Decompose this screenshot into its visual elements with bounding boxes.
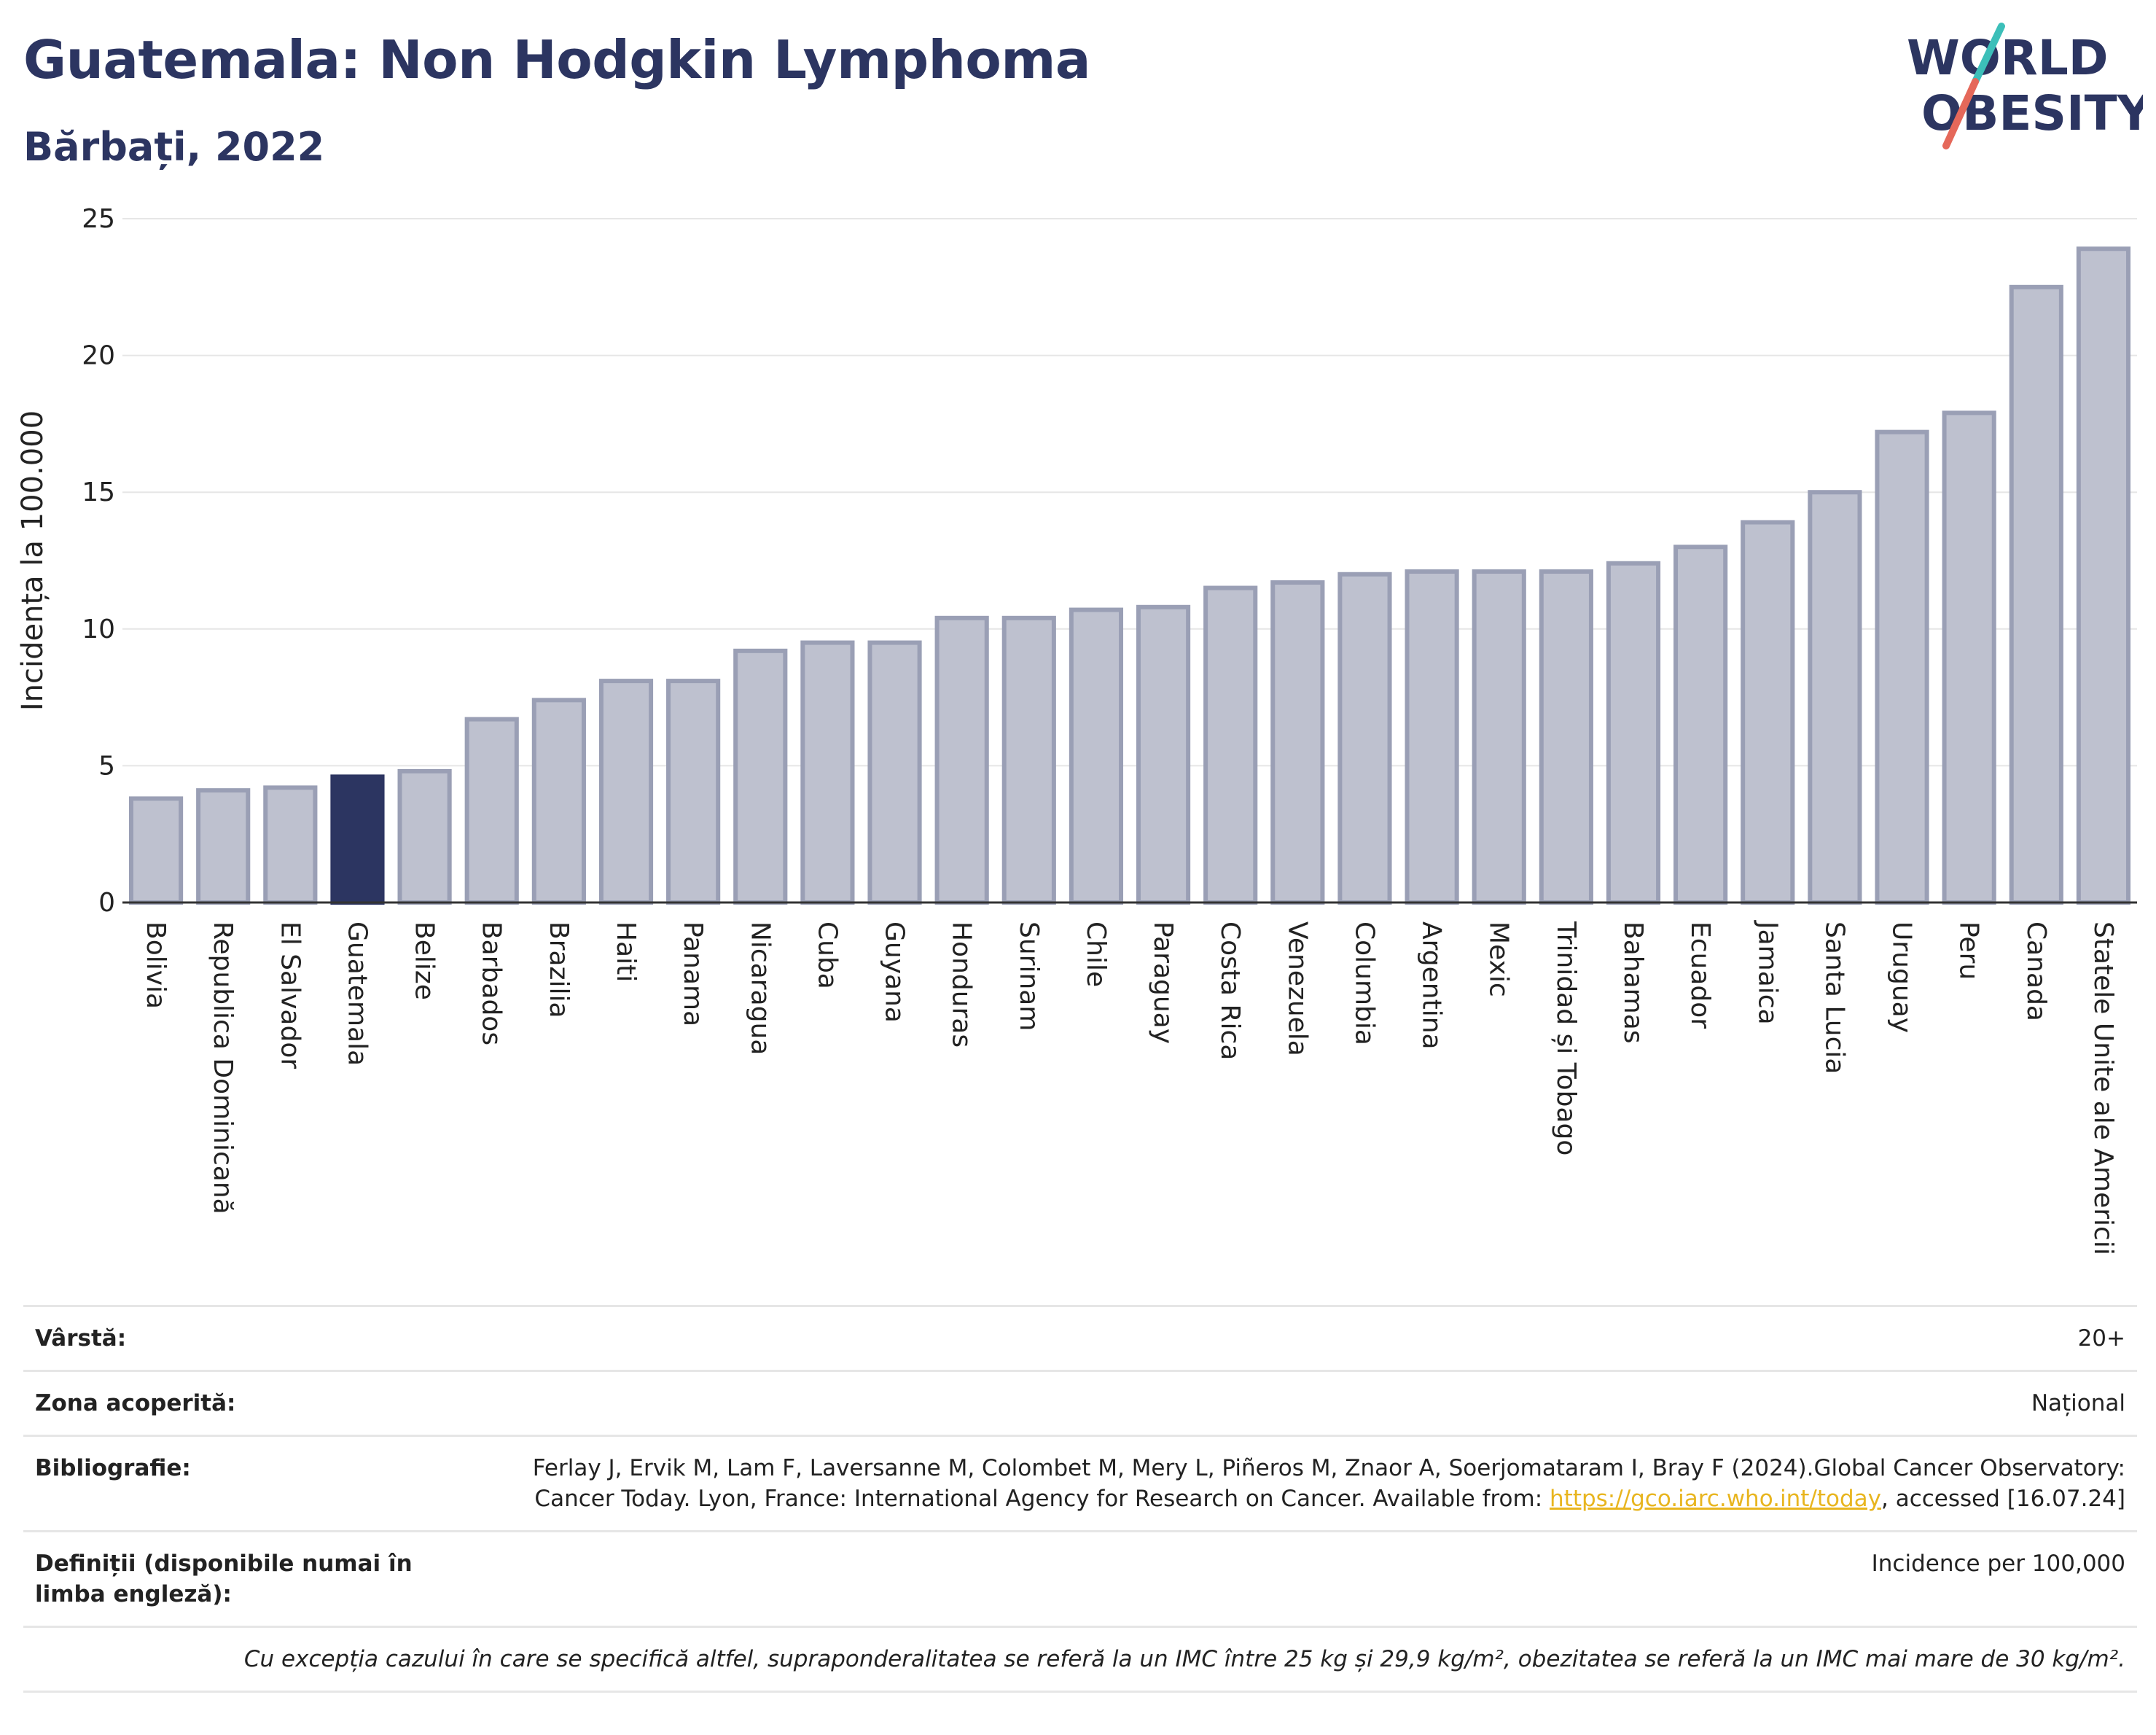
x-tick-label: Cuba xyxy=(812,921,842,989)
bar-bahamas xyxy=(1606,561,1661,905)
bar-bolivia xyxy=(128,796,184,905)
chart-title: Guatemala: Non Hodgkin Lymphoma xyxy=(23,29,1090,90)
x-tick-label: El Salvador xyxy=(275,921,305,1069)
x-tick-label: Ecuador xyxy=(1685,921,1715,1029)
bibliography-row: Bibliografie: Ferlay J, Ervik M, Lam F, … xyxy=(23,1435,2137,1530)
x-tick-label: Panama xyxy=(678,921,708,1026)
definitions-value: Incidence per 100,000 xyxy=(1871,1551,2125,1577)
bar-paraguay xyxy=(1136,604,1191,905)
bar-argentina xyxy=(1405,569,1459,905)
bar-belize xyxy=(397,768,452,905)
x-tick-label: Belize xyxy=(410,921,440,1000)
x-tick-label: Surinam xyxy=(1014,921,1044,1031)
bar-uruguay xyxy=(1875,429,1929,905)
y-tick-label: 10 xyxy=(82,615,115,644)
info-table: Vârstă: 20+ Zona acoperită: Național Bib… xyxy=(23,1305,2137,1693)
y-tick-label: 0 xyxy=(98,888,115,918)
definitions-row: Definiții (disponibile numai în limba en… xyxy=(23,1530,2137,1626)
coverage-label: Zona acoperită: xyxy=(35,1390,236,1416)
age-row: Vârstă: 20+ xyxy=(23,1305,2137,1370)
x-tick-label: Barbados xyxy=(477,921,507,1045)
footnote: Cu excepția cazului în care se specifică… xyxy=(243,1646,2125,1672)
bar-columbia xyxy=(1337,572,1392,905)
bar-canada xyxy=(2009,284,2063,905)
y-axis-label: Incidența la 100.000 xyxy=(16,410,50,711)
logo-slash-red xyxy=(1942,78,1979,149)
bar-nicaragua xyxy=(733,648,788,905)
gridlines xyxy=(122,218,2137,767)
x-tick-label: Venezuela xyxy=(1282,921,1312,1056)
x-tick-label: Nicaragua xyxy=(745,921,775,1055)
y-tick-label: 20 xyxy=(82,341,115,371)
x-axis-ticks: Bolivia Republica Dominicană El Salvador Gu… xyxy=(141,920,2118,1255)
age-value: 20+ xyxy=(2077,1325,2125,1352)
y-tick-label: 15 xyxy=(82,477,115,507)
bar-chart: 0 5 10 15 20 25 Bolivia Republica Dominicană El… xyxy=(16,204,2137,1255)
x-tick-label: Guatemala xyxy=(342,921,372,1066)
bar-el-salvador xyxy=(263,785,318,905)
bibliography-value: Ferlay J, Ervik M, Lam F, Laversanne M, … xyxy=(509,1453,2125,1514)
logo-slash-teal xyxy=(1972,23,2005,85)
x-tick-label: Trinidad și Tobago xyxy=(1551,921,1581,1155)
bar-venezuela xyxy=(1270,580,1325,905)
x-tick-label: Haiti xyxy=(611,921,641,982)
bar-santa-lucia xyxy=(1808,490,1862,905)
bar-haiti xyxy=(598,679,654,905)
bar-honduras xyxy=(934,615,989,905)
bar-chile xyxy=(1069,607,1124,905)
y-tick-label: 25 xyxy=(82,204,115,234)
x-tick-label: Republica Dominicană xyxy=(208,921,238,1214)
y-axis-ticks: 0 5 10 15 20 25 xyxy=(82,204,115,918)
bar-panama xyxy=(666,679,721,905)
bibliography-label: Bibliografie: xyxy=(35,1455,191,1481)
x-tick-label: Jamaica xyxy=(1752,920,1782,1025)
x-tick-label: Mexic xyxy=(1484,921,1514,997)
source-link[interactable]: https://gco.iarc.who.int/today xyxy=(1550,1486,1881,1512)
x-tick-label: Argentina xyxy=(1417,921,1447,1050)
age-label: Vârstă: xyxy=(35,1325,127,1352)
coverage-value: Național xyxy=(2031,1390,2125,1416)
world-obesity-logo: WORLD OBESITY xyxy=(1907,23,2143,149)
bibliography-text: Ferlay J, Ervik M, Lam F, Laversanne M, … xyxy=(532,1455,2125,1512)
bar-ecuador xyxy=(1673,545,1728,905)
bar-republica-dominicană xyxy=(196,788,251,905)
y-tick-label: 5 xyxy=(98,751,115,781)
x-tick-label: Columbia xyxy=(1349,921,1379,1045)
x-tick-label: Bahamas xyxy=(1618,921,1648,1044)
footnote-row: Cu excepția cazului în care se specifică… xyxy=(23,1626,2137,1693)
logo-line-1: WORLD xyxy=(1907,30,2109,86)
bar-jamaica xyxy=(1741,520,1795,905)
x-tick-label: Chile xyxy=(1081,921,1111,987)
bar-barbados xyxy=(464,717,519,905)
x-tick-label: Costa Rica xyxy=(1215,921,1245,1060)
x-tick-label: Brazilia xyxy=(544,921,574,1018)
bar-surinam xyxy=(1001,615,1056,905)
x-tick-label: Guyana xyxy=(880,921,910,1023)
x-tick-label: Bolivia xyxy=(141,921,171,1009)
bar-guatemala xyxy=(330,774,385,905)
coverage-row: Zona acoperită: Național xyxy=(23,1370,2137,1435)
bar-mexic xyxy=(1472,569,1526,905)
bars xyxy=(128,246,2131,905)
definitions-label: Definiții (disponibile numai în limba en… xyxy=(35,1551,413,1607)
x-tick-label: Canada xyxy=(2021,921,2051,1021)
x-tick-label: Paraguay xyxy=(1148,921,1178,1044)
bar-trinidad-și-tobago xyxy=(1539,569,1593,905)
bar-cuba xyxy=(800,640,855,905)
bibliography-accessed: , accessed [16.07.24] xyxy=(1880,1486,2125,1512)
x-tick-label: Statele Unite ale Americii xyxy=(2088,921,2118,1255)
chart-subtitle: Bărbați, 2022 xyxy=(23,124,325,170)
x-tick-label: Peru xyxy=(1954,921,1984,980)
x-tick-label: Santa Lucia xyxy=(1819,921,1849,1074)
bar-brazilia xyxy=(531,698,586,905)
x-tick-label: Uruguay xyxy=(1887,921,1917,1033)
bar-guyana xyxy=(867,640,922,905)
bar-peru xyxy=(1942,410,1996,905)
x-tick-label: Honduras xyxy=(947,921,977,1048)
bar-costa-rica xyxy=(1203,585,1258,905)
bar-statele-unite-ale-americii xyxy=(2076,246,2131,905)
